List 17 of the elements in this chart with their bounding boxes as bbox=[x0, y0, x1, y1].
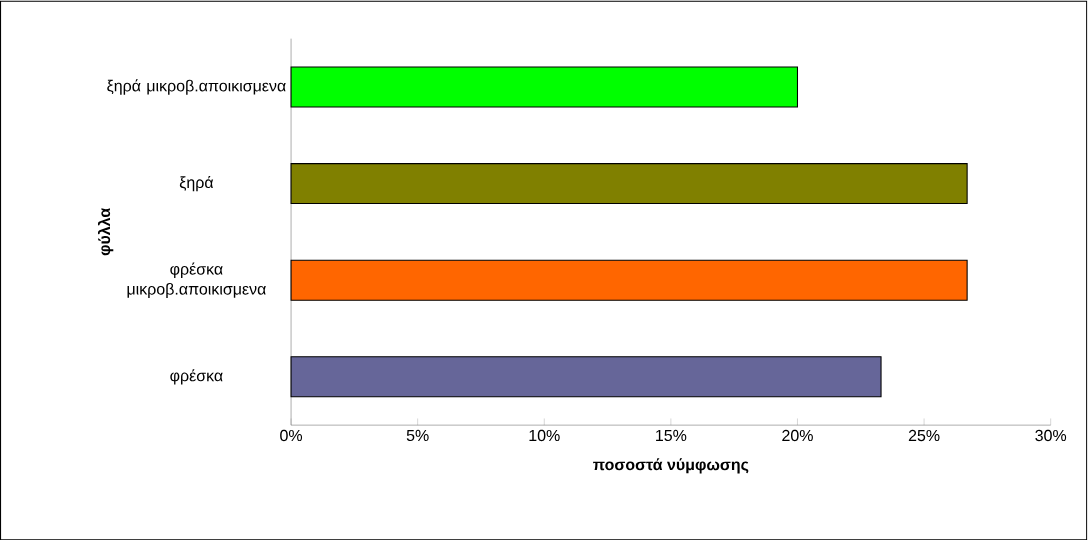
x-tick-label: 10% bbox=[529, 429, 560, 442]
bar bbox=[290, 356, 882, 398]
bar bbox=[290, 259, 968, 301]
x-tick-label: 5% bbox=[406, 429, 429, 441]
bar bbox=[290, 66, 799, 108]
y-axis-title: φύλλα bbox=[97, 207, 114, 256]
y-tick-label: ξηρά μικροβ.αποικισμενα bbox=[107, 79, 286, 95]
bar bbox=[290, 162, 968, 204]
y-tick-label: φρέσκα μικροβ.αποικισμενα bbox=[127, 262, 266, 298]
y-tick-label: φρέσκα bbox=[170, 369, 223, 385]
x-tick-label: 25% bbox=[908, 429, 940, 442]
x-tick-label: 20% bbox=[782, 429, 813, 442]
x-tick-label: 0% bbox=[280, 429, 303, 442]
y-tick-label: ξηρά bbox=[179, 175, 214, 192]
x-axis-title: ποσοστά νύμφωσης bbox=[593, 458, 749, 474]
x-tick-label: 30% bbox=[1035, 429, 1067, 442]
x-tick-label: 15% bbox=[656, 429, 687, 441]
